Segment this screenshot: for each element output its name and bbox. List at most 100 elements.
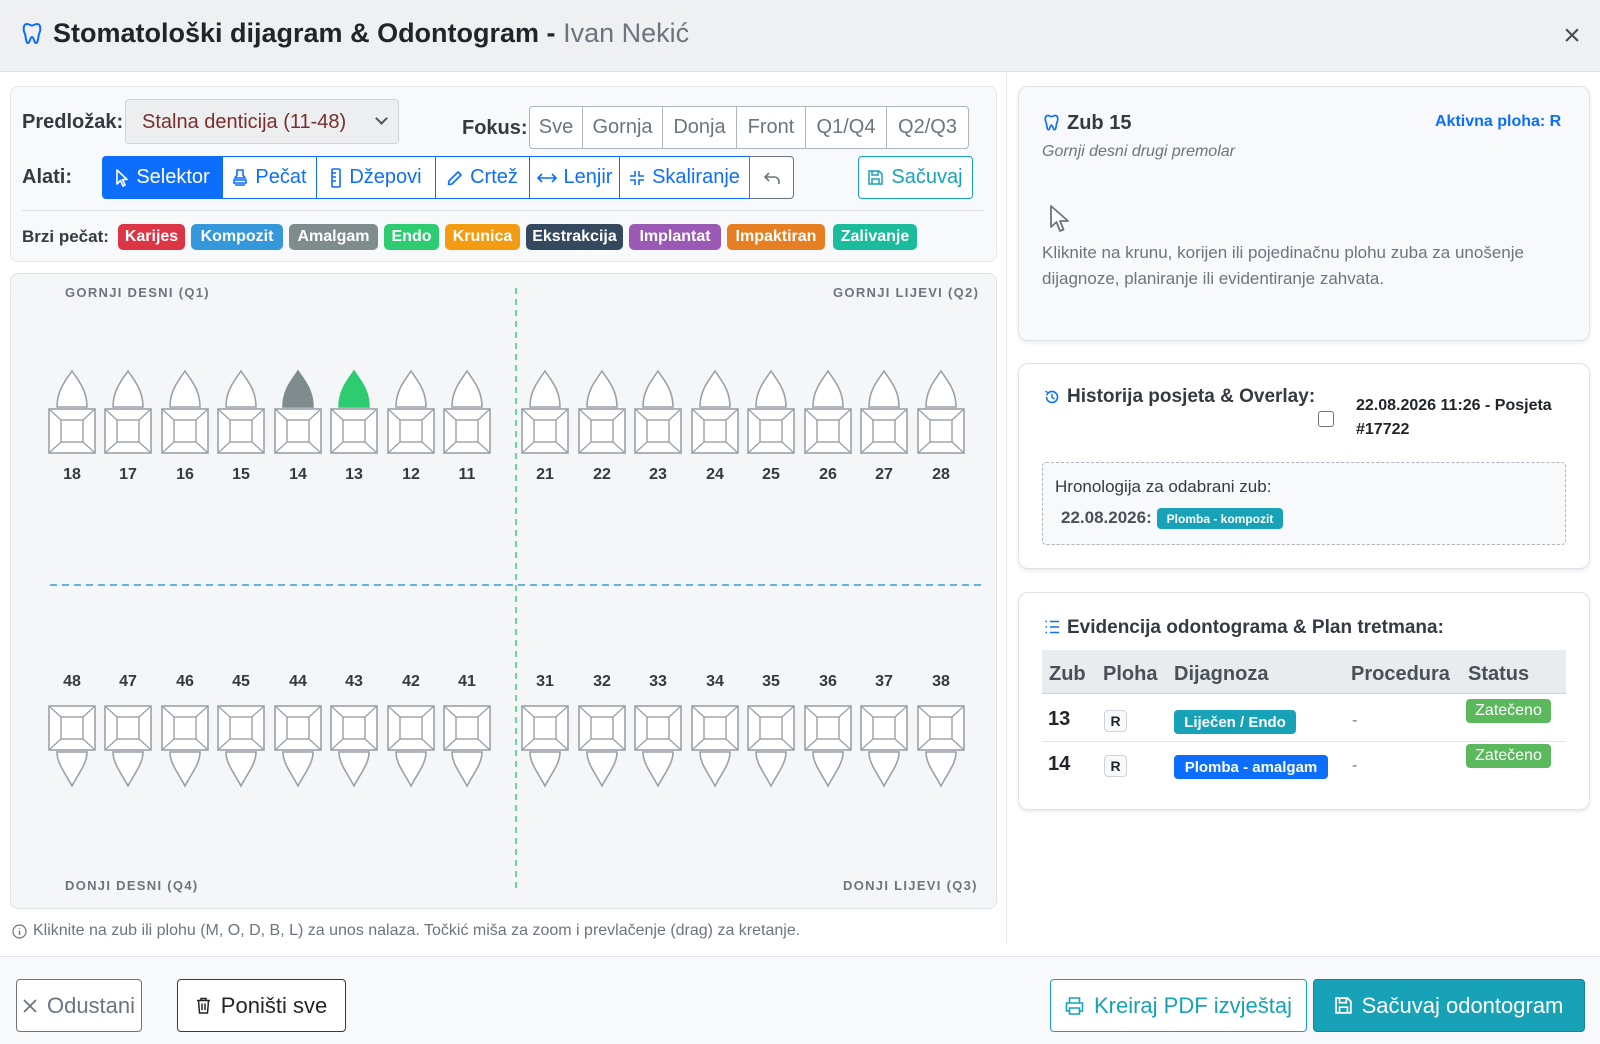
tooth-crown[interactable] <box>812 369 844 408</box>
tooth-occlusal-face[interactable] <box>590 716 614 740</box>
cancel-button[interactable]: Odustani <box>16 979 142 1032</box>
create-pdf-button[interactable]: Kreiraj PDF izvještaj <box>1050 979 1307 1032</box>
tooth-crown[interactable] <box>112 369 144 408</box>
tooth-occlusal-face[interactable] <box>533 419 557 443</box>
tooth-occlusal-face[interactable] <box>703 716 727 740</box>
tooth-crown[interactable] <box>868 369 900 408</box>
tooth-crown[interactable] <box>586 751 618 788</box>
tooth-crown[interactable] <box>868 751 900 788</box>
tooth-crown[interactable] <box>642 751 674 788</box>
reset-all-button[interactable]: Poništi sve <box>177 979 346 1032</box>
tooth-crown[interactable] <box>56 369 88 408</box>
focus-option-donja[interactable]: Donja <box>662 106 737 149</box>
tooth-occlusal-face[interactable] <box>872 716 896 740</box>
stamp-implantat[interactable]: Implantat <box>629 224 721 250</box>
tooth-27[interactable] <box>860 369 908 454</box>
tooth-43[interactable] <box>330 705 378 788</box>
tooth-crown[interactable] <box>925 751 957 788</box>
focus-option-q1q4[interactable]: Q1/Q4 <box>805 106 887 149</box>
close-icon[interactable]: × <box>1563 19 1581 52</box>
stamp-zalivanje[interactable]: Zalivanje <box>833 224 917 250</box>
tooth-44[interactable] <box>274 705 322 788</box>
undo-button[interactable] <box>749 156 794 199</box>
overlay-checkbox[interactable] <box>1318 411 1334 427</box>
focus-option-sve[interactable]: Sve <box>529 106 583 149</box>
tooth-crown[interactable] <box>529 369 561 408</box>
tooth-12[interactable] <box>387 369 435 454</box>
tooth-28[interactable] <box>917 369 965 454</box>
tooth-crown[interactable] <box>451 369 483 408</box>
tooth-occlusal-face[interactable] <box>229 716 253 740</box>
tooth-occlusal-face[interactable] <box>816 419 840 443</box>
tooth-crown[interactable] <box>755 369 787 408</box>
tooth-13[interactable] <box>330 369 378 454</box>
tooth-33[interactable] <box>634 705 682 788</box>
tooth-occlusal-face[interactable] <box>60 716 84 740</box>
tooth-occlusal-face[interactable] <box>286 716 310 740</box>
tooth-crown[interactable] <box>699 751 731 788</box>
tooth-occlusal-face[interactable] <box>929 716 953 740</box>
tooth-occlusal-face[interactable] <box>116 419 140 443</box>
tooth-34[interactable] <box>691 705 739 788</box>
tooth-crown[interactable] <box>282 751 314 788</box>
tool-skaliranje-button[interactable]: Skaliranje <box>619 156 750 199</box>
tooth-17[interactable] <box>104 369 152 454</box>
tooth-crown[interactable] <box>812 751 844 788</box>
stamp-krunica[interactable]: Krunica <box>445 224 520 250</box>
tooth-crown[interactable] <box>225 369 257 408</box>
tool-pecat-button[interactable]: Pečat <box>222 156 317 199</box>
template-select[interactable]: Stalna denticija (11-48) <box>125 99 399 144</box>
tooth-26[interactable] <box>804 369 852 454</box>
tooth-47[interactable] <box>104 705 152 788</box>
tooth-crown[interactable] <box>529 751 561 788</box>
tool-crtez-button[interactable]: Crtež <box>435 156 530 199</box>
tooth-18[interactable] <box>48 369 96 454</box>
tool-selektor-button[interactable]: Selektor <box>102 156 223 199</box>
focus-option-gornja[interactable]: Gornja <box>582 106 663 149</box>
tooth-crown[interactable] <box>925 369 957 408</box>
tooth-crown[interactable] <box>755 751 787 788</box>
tooth-37[interactable] <box>860 705 908 788</box>
tooth-crown[interactable] <box>338 751 370 788</box>
tooth-crown[interactable] <box>112 751 144 788</box>
tooth-45[interactable] <box>217 705 265 788</box>
tooth-36[interactable] <box>804 705 852 788</box>
tool-lenjir-button[interactable]: Lenjir <box>529 156 620 199</box>
tooth-occlusal-face[interactable] <box>759 419 783 443</box>
tooth-occlusal-face[interactable] <box>455 419 479 443</box>
tooth-occlusal-face[interactable] <box>929 419 953 443</box>
tooth-21[interactable] <box>521 369 569 454</box>
tooth-48[interactable] <box>48 705 96 788</box>
tooth-occlusal-face[interactable] <box>60 419 84 443</box>
tooth-crown[interactable] <box>395 751 427 788</box>
tooth-crown[interactable] <box>56 751 88 788</box>
tooth-occlusal-face[interactable] <box>229 419 253 443</box>
tooth-crown[interactable] <box>699 369 731 408</box>
tooth-occlusal-face[interactable] <box>342 419 366 443</box>
save-tools-button[interactable]: Sačuvaj <box>858 156 973 199</box>
tooth-crown[interactable] <box>642 369 674 408</box>
tooth-35[interactable] <box>747 705 795 788</box>
tooth-occlusal-face[interactable] <box>590 419 614 443</box>
tooth-occlusal-face[interactable] <box>703 419 727 443</box>
tooth-crown[interactable] <box>169 751 201 788</box>
tooth-crown[interactable] <box>395 369 427 408</box>
tooth-occlusal-face[interactable] <box>816 716 840 740</box>
tooth-22[interactable] <box>578 369 626 454</box>
tooth-occlusal-face[interactable] <box>399 716 423 740</box>
tooth-occlusal-face[interactable] <box>759 716 783 740</box>
stamp-karijes[interactable]: Karijes <box>118 224 185 250</box>
tooth-14[interactable] <box>274 369 322 454</box>
tooth-occlusal-face[interactable] <box>646 716 670 740</box>
save-odontogram-button[interactable]: Sačuvaj odontogram <box>1313 979 1585 1032</box>
tooth-crown[interactable] <box>338 369 370 408</box>
tooth-crown[interactable] <box>282 369 314 408</box>
tooth-occlusal-face[interactable] <box>455 716 479 740</box>
stamp-ekstrakcija[interactable]: Ekstrakcija <box>526 224 623 250</box>
tooth-occlusal-face[interactable] <box>173 419 197 443</box>
focus-option-front[interactable]: Front <box>736 106 806 149</box>
tooth-31[interactable] <box>521 705 569 788</box>
tool-dzepovi-button[interactable]: Džepovi <box>316 156 436 199</box>
tooth-16[interactable] <box>161 369 209 454</box>
tooth-32[interactable] <box>578 705 626 788</box>
